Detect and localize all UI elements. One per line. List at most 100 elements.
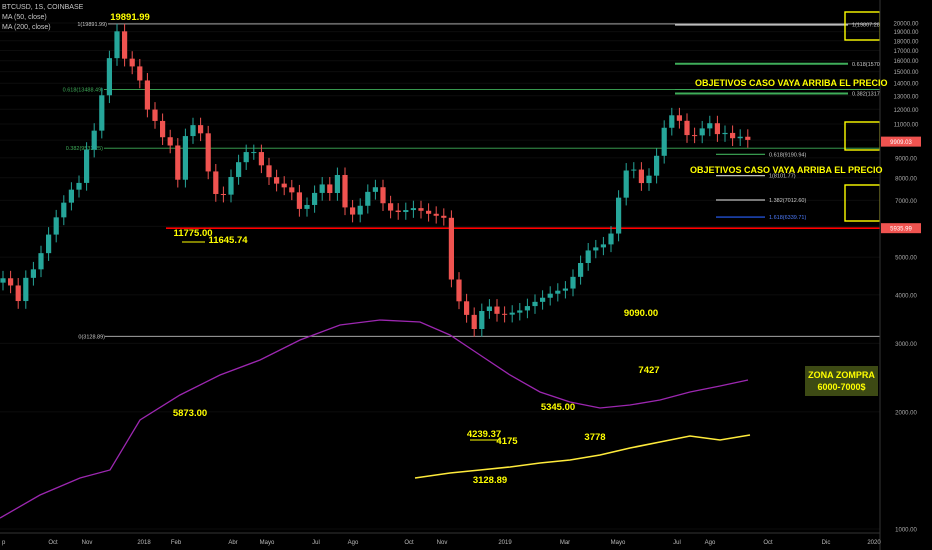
x-tick-label: Feb — [171, 540, 182, 546]
levels-layer: 1(19891.99) 0.618(13488.49) 0.382(9532.25)… — [63, 22, 893, 340]
candle-body — [182, 136, 188, 180]
candle-body — [205, 133, 211, 172]
y-tick-label: 17000.00 — [893, 49, 919, 55]
candle-body — [289, 187, 295, 193]
x-tick-label: Oct — [48, 540, 58, 546]
candle-body — [616, 197, 622, 234]
candle-body — [220, 193, 226, 195]
candle-body — [61, 202, 67, 218]
target-level-label: 1(19807.28) — [852, 23, 882, 29]
candle-body — [433, 213, 439, 216]
candle-body — [365, 191, 371, 206]
candle-body — [456, 279, 462, 302]
candle-body — [464, 301, 470, 315]
candle-body — [714, 123, 720, 135]
x-tick-label: Oct — [763, 540, 773, 546]
ma200-legend: MA (200, close) — [2, 24, 51, 31]
y-tick-label: 13000.00 — [893, 94, 919, 100]
candle-body — [448, 217, 454, 280]
x-tick-label: Nov — [82, 540, 93, 546]
candle-body — [509, 312, 515, 315]
target-highlight-box — [844, 121, 881, 151]
symbol-label: BTCUSD, 1S, COINBASE — [2, 4, 84, 11]
candle-body — [684, 120, 690, 136]
y-tick-label: 1000.00 — [895, 528, 917, 534]
candle-body — [334, 174, 340, 194]
candle-body — [144, 80, 150, 110]
y-tick-label: 3000.00 — [895, 342, 917, 348]
candle-body — [380, 187, 386, 204]
x-tick-label: Mayo — [260, 540, 275, 546]
candle-body — [669, 115, 675, 128]
x-tick-label: Ago — [348, 540, 359, 546]
target-level-label: 1(8101.77) — [769, 174, 796, 180]
candle-body — [524, 306, 530, 311]
y-tick-label: 16000.00 — [893, 59, 919, 65]
candle-body — [585, 250, 591, 263]
candle-body — [114, 31, 120, 59]
candle-body — [737, 136, 743, 139]
candle-body — [486, 306, 492, 312]
candle-body — [213, 171, 219, 194]
x-tick-label: Oct — [404, 540, 414, 546]
candle-body — [646, 175, 652, 184]
candles-layer — [0, 23, 751, 337]
candle-body — [167, 137, 173, 146]
candle-body — [190, 125, 196, 137]
candle-body — [395, 210, 401, 213]
x-tick-label: Abr — [228, 540, 237, 546]
candle-body — [676, 115, 682, 121]
candle-body — [243, 152, 249, 163]
candle-body — [304, 204, 310, 209]
candle-body — [357, 205, 363, 215]
candle-body — [319, 184, 325, 193]
candle-body — [350, 207, 356, 215]
candle-body — [600, 244, 606, 248]
candle-body — [327, 184, 333, 194]
candle-body — [692, 135, 698, 137]
target-level-label: 1.382(7012.60) — [769, 198, 806, 204]
y-tick-label: 7000.00 — [895, 199, 917, 205]
candle-body — [570, 276, 576, 289]
ma50-legend: MA (50, close) — [2, 14, 47, 21]
candle-body — [418, 208, 424, 211]
candle-body — [23, 277, 29, 302]
price-tag — [881, 136, 921, 147]
x-tick-label: Ago — [705, 540, 716, 546]
fib-level-label: 0.618(13488.49) — [63, 88, 104, 94]
candle-body — [236, 162, 242, 177]
candle-body — [532, 301, 538, 307]
targets-note-1: OBJETIVOS CASO VAYA ARRIBA EL PRECIO — [695, 78, 888, 88]
candle-body — [137, 66, 143, 81]
candle-body — [15, 285, 21, 302]
x-tick-label: 2018 — [137, 540, 151, 546]
candle-body — [342, 174, 348, 208]
candle-body — [8, 278, 14, 286]
y-tick-label: 19000.00 — [893, 30, 919, 36]
buy-zone-box: ZONA ZOMPRA 6000-7000$ — [805, 366, 878, 396]
candle-body — [175, 145, 181, 180]
candle-body — [730, 132, 736, 139]
x-tick-label: Jul — [312, 540, 320, 546]
candle-body — [441, 215, 447, 218]
candle-body — [122, 31, 128, 59]
time-axis: Oct Nov 2018 Feb Abr Mayo Jul Ago Oct Nov 2019 Mar M… — [0, 532, 881, 546]
price-annotation: 5345.00 — [541, 402, 575, 413]
candle-body — [312, 192, 318, 205]
price-tag-label: 9909.03 — [890, 140, 912, 146]
x-tick-label: Jul — [673, 540, 681, 546]
y-tick-label: 15000.00 — [893, 70, 919, 76]
candle-body — [502, 313, 508, 315]
candle-body — [479, 311, 485, 330]
candle-body — [638, 169, 644, 184]
price-tag-label: 5935.99 — [890, 227, 912, 233]
candle-body — [608, 233, 614, 245]
x-tick-label: Dic — [822, 540, 831, 546]
y-tick-label: 18000.00 — [893, 39, 919, 45]
candle-body — [623, 170, 629, 198]
candle-body — [631, 169, 637, 171]
price-annotation: 3128.89 — [473, 475, 507, 486]
candle-body — [38, 253, 44, 270]
candle-body — [555, 290, 561, 294]
